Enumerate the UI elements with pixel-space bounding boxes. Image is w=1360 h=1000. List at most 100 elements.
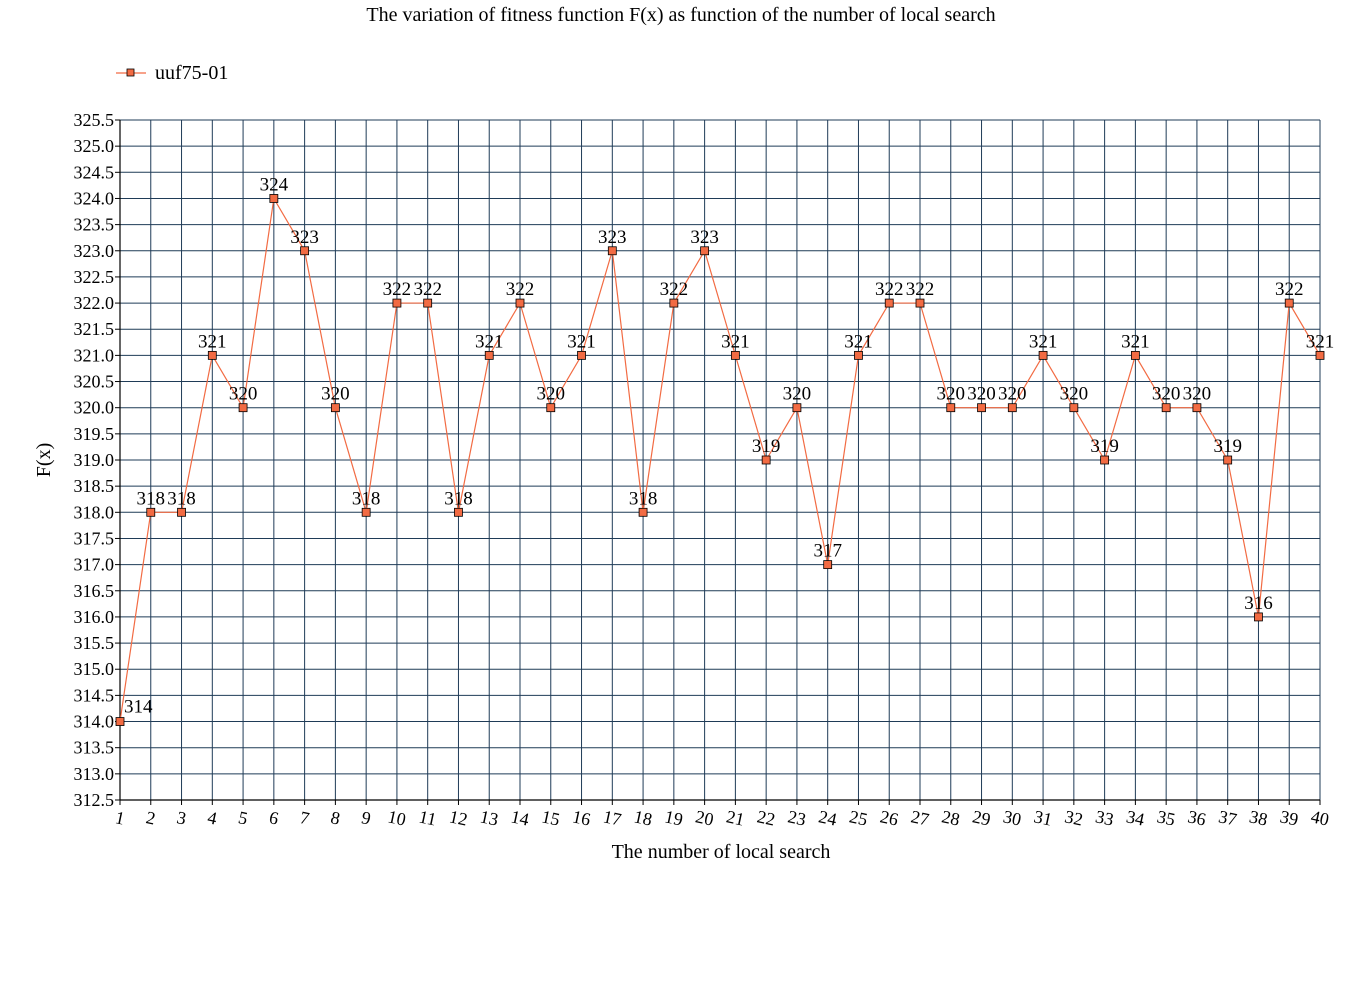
x-axis-label: The number of local search xyxy=(612,841,831,863)
x-tick-label: 35 xyxy=(1155,806,1177,829)
data-point xyxy=(423,298,433,308)
data-point xyxy=(177,507,186,517)
data-label: 322 xyxy=(660,279,689,300)
data-label: 318 xyxy=(167,488,196,509)
data-label: 320 xyxy=(321,384,350,405)
x-tick-label: 15 xyxy=(540,806,562,829)
x-tick-label: 14 xyxy=(509,806,531,829)
x-tick-label: 27 xyxy=(909,806,931,829)
data-label: 319 xyxy=(1090,436,1119,457)
x-tick-label: 18 xyxy=(632,806,654,829)
y-axis-ticks: 312.5 313.0 313.5 314.0 314.5 315.0 315.5 316.0… xyxy=(74,110,120,810)
x-tick-label: 32 xyxy=(1063,806,1085,829)
data-point xyxy=(854,350,863,360)
x-tick-label: 25 xyxy=(848,806,870,829)
data-label: 319 xyxy=(752,436,781,457)
data-point xyxy=(238,403,248,413)
x-tick-label: 21 xyxy=(725,806,747,829)
data-label: 319 xyxy=(1213,436,1242,457)
data-label: 321 xyxy=(1121,331,1150,352)
data-label: 320 xyxy=(783,384,812,405)
data-point xyxy=(1069,403,1079,413)
x-tick-label: 28 xyxy=(940,806,962,829)
y-tick-label: 318.0 xyxy=(74,502,115,522)
data-point xyxy=(884,298,894,308)
data-point xyxy=(577,350,586,360)
data-label: 322 xyxy=(906,279,935,300)
y-tick-label: 317.0 xyxy=(74,555,115,575)
x-tick-label: 11 xyxy=(417,806,438,829)
data-point xyxy=(700,246,710,256)
y-tick-label: 318.5 xyxy=(74,476,115,496)
data-point xyxy=(1007,403,1017,413)
x-tick-label: 39 xyxy=(1278,806,1300,829)
y-tick-label: 319.5 xyxy=(74,424,115,444)
y-tick-label: 322.5 xyxy=(74,267,115,287)
data-label: 322 xyxy=(383,279,412,300)
data-label: 321 xyxy=(198,331,227,352)
data-label: 318 xyxy=(444,488,473,509)
x-tick-label: 36 xyxy=(1186,806,1208,829)
data-label: 324 xyxy=(260,174,289,195)
x-tick-label: 24 xyxy=(817,806,839,829)
data-point xyxy=(1192,403,1202,413)
x-tick-label: 31 xyxy=(1032,806,1054,829)
y-tick-label: 323.5 xyxy=(74,215,115,235)
y-tick-label: 314.0 xyxy=(74,712,115,732)
y-tick-label: 320.0 xyxy=(74,398,115,418)
data-point xyxy=(269,194,279,203)
y-tick-label: 312.5 xyxy=(74,790,115,810)
x-tick-label: 5 xyxy=(237,807,250,828)
y-tick-label: 315.0 xyxy=(74,659,115,679)
data-label: 322 xyxy=(1275,279,1304,300)
x-tick-label: 9 xyxy=(360,807,373,828)
x-tick-label: 37 xyxy=(1217,806,1239,829)
data-label: 317 xyxy=(813,541,842,562)
y-tick-label: 320.5 xyxy=(74,372,115,392)
data-label: 321 xyxy=(475,331,504,352)
data-point xyxy=(607,246,617,256)
data-point xyxy=(546,403,556,413)
data-point xyxy=(638,507,648,517)
y-tick-label: 313.5 xyxy=(74,738,115,758)
data-label: 321 xyxy=(567,331,596,352)
data-label: 320 xyxy=(937,384,966,405)
data-point xyxy=(361,507,371,517)
data-point xyxy=(146,507,156,517)
series-line xyxy=(119,196,1321,722)
data-label: 322 xyxy=(506,279,535,300)
data-point xyxy=(915,298,925,308)
data-point xyxy=(1161,403,1171,413)
x-tick-label: 1 xyxy=(114,807,127,828)
data-label: 318 xyxy=(352,488,381,509)
x-tick-label: 33 xyxy=(1094,806,1116,829)
x-axis-ticks: 1 2 3 4 5 6 7 8 9 10 11 12 13 14 15 16 17 18 19 20 21 22 23 24 2… xyxy=(114,800,1331,830)
data-label: 323 xyxy=(598,227,627,248)
data-label: 322 xyxy=(875,279,904,300)
grid xyxy=(119,119,1321,801)
x-tick-label: 6 xyxy=(267,807,280,828)
y-tick-label: 317.5 xyxy=(74,528,115,548)
x-tick-label: 16 xyxy=(571,806,593,829)
data-point xyxy=(792,403,802,413)
x-tick-label: 2 xyxy=(144,807,157,828)
series-uuf75-01 xyxy=(115,194,1325,726)
data-point xyxy=(761,455,771,465)
data-point xyxy=(1315,350,1325,360)
legend: uuf75-01 xyxy=(116,62,228,84)
data-label: 323 xyxy=(290,227,319,248)
x-tick-label: 23 xyxy=(786,806,808,829)
legend-marker xyxy=(126,68,135,77)
y-tick-label: 321.0 xyxy=(74,345,115,365)
y-tick-label: 316.5 xyxy=(74,581,115,601)
x-tick-label: 22 xyxy=(755,806,777,829)
y-tick-label: 323.0 xyxy=(74,241,115,261)
data-point xyxy=(1284,298,1294,308)
data-label: 320 xyxy=(229,384,258,405)
data-point xyxy=(1130,350,1140,360)
x-tick-label: 26 xyxy=(878,806,900,829)
y-tick-label: 316.0 xyxy=(74,607,115,627)
y-tick-label: 325.5 xyxy=(74,110,115,130)
y-tick-label: 324.5 xyxy=(74,162,115,182)
data-label: 314 xyxy=(124,697,153,718)
